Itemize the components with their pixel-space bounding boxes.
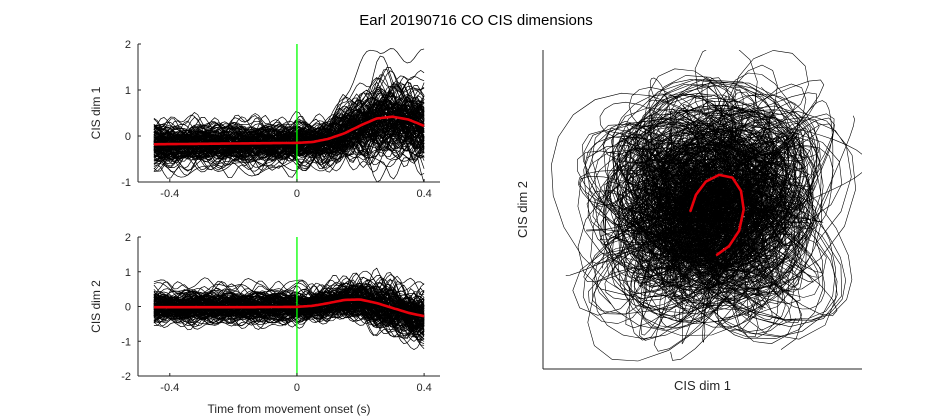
trial-trace	[153, 111, 425, 147]
y-tick-label: 2	[125, 39, 131, 51]
trial-trajectory	[602, 121, 790, 285]
y-tick-label: -1	[121, 177, 131, 189]
mean-trajectory	[689, 173, 745, 256]
trial-trajectory	[633, 117, 804, 279]
trial-trace	[153, 299, 425, 334]
y-tick-label: -1	[121, 336, 131, 348]
trial-trace	[153, 107, 425, 154]
x-axis-label: CIS dim 1	[674, 378, 731, 393]
y-tick-label: 1	[125, 267, 131, 279]
x-tick-label: -0.4	[160, 188, 179, 200]
y-tick-label: 0	[125, 302, 131, 314]
x-tick-label: -0.4	[160, 382, 179, 394]
trial-trajectories	[551, 50, 862, 362]
trial-trace	[153, 300, 425, 326]
trial-trajectory	[624, 118, 801, 290]
trial-trace	[153, 286, 425, 326]
trial-trajectory	[645, 83, 775, 212]
x-tick-label: 0.4	[416, 382, 431, 394]
trial-trace	[153, 299, 425, 327]
chart-panel-cis-dim-1: -0.4 0 0.4 -1 0 1 2 CIS dim 1	[89, 39, 440, 200]
trial-trace	[153, 267, 425, 328]
y-tick-label: 2	[125, 232, 131, 244]
trial-trajectory	[624, 146, 792, 310]
trial-trace	[153, 111, 425, 147]
x-tick-label: 0	[294, 382, 300, 394]
trial-trace	[153, 133, 425, 160]
trial-trace	[153, 292, 425, 325]
trial-trajectory	[611, 138, 750, 279]
trial-trace	[153, 81, 425, 134]
trial-trajectory	[649, 136, 818, 301]
trial-trace	[153, 102, 425, 165]
figure-title: Earl 20190716 CO CIS dimensions	[359, 12, 592, 29]
trial-trace	[153, 126, 425, 180]
trial-trajectory	[693, 127, 808, 292]
trial-traces	[153, 48, 425, 182]
x-tick-label: 0.4	[416, 188, 431, 200]
trial-trajectory	[612, 79, 785, 257]
trial-trace	[153, 286, 425, 319]
trial-trace	[153, 110, 425, 171]
trial-trajectory	[644, 142, 799, 287]
trial-trajectory	[671, 97, 773, 176]
y-tick-label: 1	[125, 85, 131, 97]
trial-traces	[153, 267, 425, 351]
trial-trajectory	[604, 82, 795, 271]
y-axis-label: CIS dim 2	[89, 280, 103, 333]
trial-trajectory	[599, 93, 781, 255]
trial-trajectory	[551, 92, 759, 315]
trial-trajectory	[603, 181, 729, 303]
trial-trace	[153, 103, 425, 149]
chart-panel-trajectory: CIS dim 2 CIS dim 1	[515, 50, 862, 393]
trial-trace	[153, 109, 425, 148]
trial-trajectory	[604, 146, 788, 329]
trial-trajectory	[617, 160, 773, 321]
trial-trajectory	[658, 154, 811, 308]
mean-trace	[153, 298, 425, 318]
y-axis-label: CIS dim 2	[515, 181, 530, 238]
y-tick-label: 0	[125, 131, 131, 143]
trial-trace	[153, 90, 425, 162]
trial-trace	[153, 282, 425, 327]
x-tick-label: 0	[294, 188, 300, 200]
trial-trajectory	[583, 120, 756, 286]
mean-trace	[153, 115, 425, 146]
trial-trace	[153, 120, 425, 153]
trial-trace	[153, 277, 425, 321]
trial-trajectory	[672, 136, 834, 309]
trial-trace	[153, 292, 425, 326]
trial-trace	[153, 94, 425, 161]
trial-trace	[153, 290, 425, 330]
trial-trace	[153, 282, 425, 345]
x-axis-label: Time from movement onset (s)	[208, 402, 371, 416]
trial-trace	[153, 104, 425, 151]
trial-trace	[153, 122, 425, 178]
chart-panel-cis-dim-2: -0.4 0 0.4 -2 -1 0 1 2 CIS dim 2 Time from moveme…	[89, 232, 440, 416]
trial-trace	[153, 116, 425, 163]
y-tick-label: -2	[121, 371, 131, 383]
trial-trajectory	[621, 77, 796, 247]
trial-trajectory	[655, 139, 775, 253]
trial-trace	[153, 294, 425, 326]
y-axis-label: CIS dim 1	[89, 86, 103, 139]
trial-trace	[153, 100, 425, 162]
